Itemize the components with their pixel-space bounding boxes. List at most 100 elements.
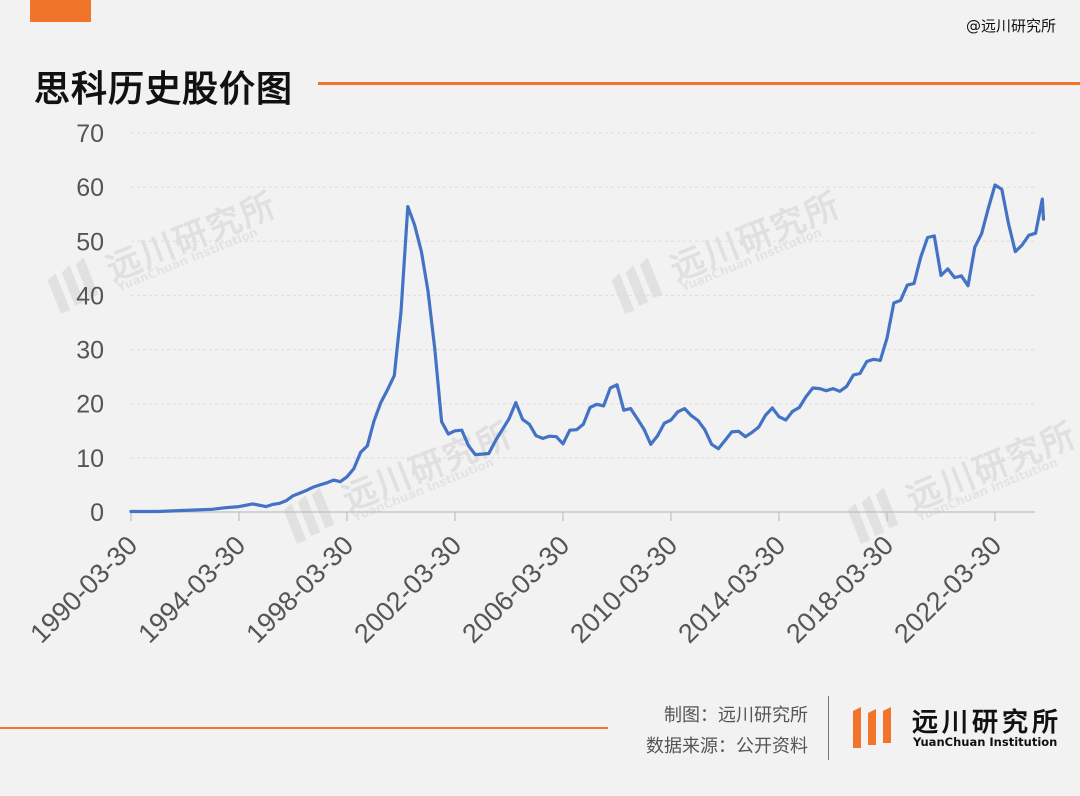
data-point xyxy=(473,453,477,456)
data-point xyxy=(838,389,842,393)
data-point xyxy=(595,402,599,406)
data-point xyxy=(737,429,740,433)
data-point xyxy=(183,509,187,512)
data-point xyxy=(608,386,612,390)
data-point xyxy=(770,406,774,410)
data-point xyxy=(1000,187,1004,191)
data-point xyxy=(885,336,889,340)
data-point xyxy=(129,510,133,513)
data-point xyxy=(622,408,626,412)
data-point xyxy=(386,388,389,391)
data-point xyxy=(521,418,524,421)
y-tick-label: 0 xyxy=(90,499,104,527)
footer-rule xyxy=(0,727,608,729)
data-point xyxy=(568,428,572,432)
data-point xyxy=(689,414,693,417)
data-point xyxy=(210,507,214,511)
data-point xyxy=(852,373,855,377)
data-point xyxy=(946,267,950,271)
data-point xyxy=(325,481,329,485)
title-rule xyxy=(318,82,1080,85)
data-point xyxy=(548,434,551,438)
data-point xyxy=(642,427,646,431)
data-point xyxy=(237,505,241,508)
data-point xyxy=(744,435,747,439)
data-point xyxy=(352,467,356,471)
data-point xyxy=(831,387,835,390)
data-point xyxy=(426,289,430,293)
data-point xyxy=(446,432,450,436)
data-point xyxy=(919,255,923,259)
data-point xyxy=(1007,222,1010,226)
x-tick-label: 2006-03-30 xyxy=(456,530,575,649)
credit-source: 数据来源：公开资料 xyxy=(646,736,808,757)
data-point xyxy=(338,480,342,484)
data-point xyxy=(332,478,335,482)
data-point xyxy=(716,447,720,451)
y-tick-label: 30 xyxy=(76,337,104,365)
data-point xyxy=(777,415,781,419)
y-tick-label: 10 xyxy=(76,445,104,473)
data-point xyxy=(696,419,700,422)
brand-name-cn: 远川研究所 xyxy=(912,708,1063,738)
data-point xyxy=(298,491,302,495)
series-line xyxy=(129,183,1046,514)
data-point xyxy=(764,413,767,417)
data-point xyxy=(264,505,268,508)
data-point xyxy=(460,428,464,432)
data-point xyxy=(845,385,848,388)
data-point xyxy=(433,347,437,351)
data-point xyxy=(359,451,362,454)
x-tick-label: 1990-03-30 xyxy=(24,530,143,649)
data-point xyxy=(278,501,281,505)
data-point xyxy=(392,374,396,377)
data-point xyxy=(534,434,538,438)
data-point xyxy=(615,383,619,387)
brand-name-en: YuanChuan Institution xyxy=(913,735,1058,749)
x-tick-label: 2002-03-30 xyxy=(348,530,467,649)
y-tick-label: 60 xyxy=(76,174,104,202)
x-tick-label: 1994-03-30 xyxy=(132,530,251,649)
data-point xyxy=(811,386,815,390)
data-point xyxy=(912,282,916,285)
data-point xyxy=(312,485,315,489)
data-point xyxy=(156,510,160,513)
data-point xyxy=(986,206,990,210)
data-point xyxy=(953,276,956,279)
x-tick-label: 2022-03-30 xyxy=(888,530,1007,649)
watermark-logo-icon xyxy=(283,487,335,544)
data-point xyxy=(872,357,875,361)
data-point xyxy=(251,502,255,506)
data-point xyxy=(791,409,794,413)
data-point xyxy=(494,439,497,442)
data-point xyxy=(932,234,936,238)
data-point xyxy=(636,417,639,421)
accent-block xyxy=(30,0,91,22)
brand-bars-icon xyxy=(853,707,891,748)
x-tick-label: 2018-03-30 xyxy=(780,530,899,649)
data-point xyxy=(784,418,788,422)
data-point xyxy=(703,428,707,432)
data-point xyxy=(406,205,410,209)
data-point xyxy=(318,483,322,487)
data-point xyxy=(892,301,896,305)
data-point xyxy=(345,475,349,479)
data-point xyxy=(581,422,585,426)
data-point xyxy=(224,506,228,510)
data-point xyxy=(730,430,734,434)
y-tick-label: 70 xyxy=(76,120,104,148)
data-point xyxy=(588,406,592,409)
data-point xyxy=(440,420,443,423)
data-point xyxy=(926,236,929,239)
credit-chart: 制图：远川研究所 xyxy=(664,705,808,726)
data-point xyxy=(865,360,869,363)
data-point xyxy=(365,444,369,448)
data-point xyxy=(602,404,605,408)
data-point xyxy=(723,439,727,442)
data-point xyxy=(858,372,862,375)
data-point xyxy=(750,431,754,434)
data-point xyxy=(372,419,376,423)
data-point xyxy=(420,250,423,254)
